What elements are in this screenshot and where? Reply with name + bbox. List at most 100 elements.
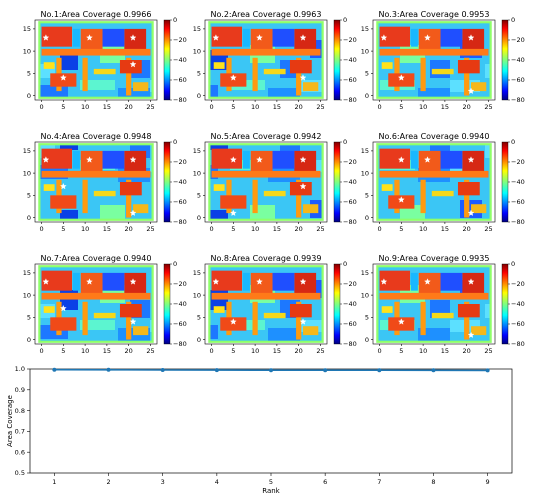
y-tick-label: 0 (365, 214, 369, 222)
coverage-data-point (106, 367, 111, 372)
mid-signal-zone (471, 326, 487, 336)
room-hotspot (124, 272, 147, 296)
source-star-marker (86, 156, 93, 163)
room-hotspot (418, 150, 441, 174)
coverage-data-point (485, 368, 490, 373)
colorbar-tick-label: 0 (343, 138, 347, 146)
x-tick-label: 10 (251, 225, 259, 233)
low-signal-zone (272, 272, 295, 291)
room-hotspot (462, 28, 485, 52)
source-star-marker (230, 156, 237, 163)
y-tick-label: 0 (27, 214, 31, 222)
mid-signal-zone (263, 190, 286, 197)
axes-frame (204, 263, 328, 345)
mid-signal-zone (471, 204, 487, 214)
corridor-hotspot (126, 57, 132, 96)
source-star-marker (42, 278, 50, 285)
x-tick-label: 10 (419, 225, 427, 233)
source-star-marker (424, 278, 431, 285)
source-star-marker (212, 278, 220, 285)
corridor-hotspot (420, 57, 426, 92)
source-star-marker (299, 74, 307, 81)
x-tick-label: 15 (103, 347, 111, 355)
room-hotspot (50, 73, 77, 87)
x-tick-label: 20 (463, 225, 471, 233)
lineplot-x-tick-label: 3 (161, 478, 165, 486)
floor-boundary (38, 21, 154, 99)
colorbar (163, 19, 171, 101)
y-tick-label: 5 (197, 70, 201, 78)
low-signal-zone (410, 272, 418, 291)
heatmap-panel: No.6:Area Coverage 0.9940 0 5 10 15 20 25 0 5 10 1… (361, 132, 525, 233)
room-hotspot (294, 272, 317, 296)
mid-signal-zone (303, 82, 319, 92)
colorbar (163, 141, 171, 223)
source-star-marker (398, 74, 405, 81)
corridor-hotspot (296, 179, 302, 218)
lineplot-x-tick-label: 2 (106, 478, 110, 486)
room-hotspot (50, 317, 77, 331)
colorbar-tick-label: −40 (343, 56, 357, 64)
axes-frame (204, 141, 328, 223)
mid-signal-zone (43, 184, 55, 191)
corridor-hotspot (420, 301, 426, 336)
coverage-data-point (323, 368, 328, 373)
lineplot-x-tick-label: 5 (269, 478, 273, 486)
colorbar (501, 263, 509, 345)
x-tick-label: 15 (441, 347, 449, 355)
mid-signal-zone (43, 306, 55, 313)
x-tick-label: 15 (441, 103, 449, 111)
heatmap-panel: No.1:Area Coverage 0.9966 0 5 10 15 20 25 0 5 10 1… (23, 10, 187, 111)
axes-frame (204, 19, 328, 101)
room-hotspot (250, 272, 273, 296)
room-hotspot (294, 150, 317, 174)
x-tick-label: 15 (441, 225, 449, 233)
colorbar-tick-label: −60 (173, 76, 187, 84)
mid-signal-zone (43, 62, 55, 69)
corridor-hotspot (82, 301, 88, 336)
x-tick-label: 20 (125, 225, 133, 233)
lineplot-x-tick-label: 9 (486, 478, 490, 486)
source-star-marker (467, 278, 475, 285)
colorbar-tick-label: −60 (343, 320, 357, 328)
mid-signal-zone (381, 184, 393, 191)
colorbar-tick-label: 0 (343, 260, 347, 268)
x-tick-label: 0 (209, 103, 213, 111)
colorbar-tick-label: −80 (343, 340, 357, 348)
colorbar-tick-label: −40 (173, 178, 187, 186)
source-star-marker (129, 318, 137, 325)
x-tick-label: 0 (377, 103, 381, 111)
low-signal-zone (72, 150, 80, 169)
mid-signal-zone (263, 68, 286, 75)
colorbar-tick-label: −20 (511, 280, 525, 288)
room-hotspot (379, 270, 411, 291)
low-signal-zone (242, 150, 250, 169)
y-tick-label: 0 (365, 336, 369, 344)
x-tick-label: 0 (377, 347, 381, 355)
floor-boundary (38, 143, 154, 221)
corridor-hotspot (211, 170, 321, 178)
panel-title: No.8:Area Coverage 0.9939 (211, 254, 322, 263)
colorbar (333, 19, 341, 101)
low-signal-zone (440, 272, 463, 291)
low-signal-zone (410, 28, 418, 47)
room-hotspot (41, 26, 73, 47)
colorbar-tick-label: −40 (173, 56, 187, 64)
y-tick-label: 0 (365, 92, 369, 100)
colorbar-tick-label: −20 (173, 158, 187, 166)
lineplot-x-axis-label: Rank (262, 487, 280, 495)
corridor-hotspot (464, 301, 470, 340)
source-star-marker (299, 278, 307, 285)
mid-signal-zone (133, 204, 149, 214)
colorbar-tick-label: −60 (343, 198, 357, 206)
source-star-marker (467, 156, 475, 163)
mid-signal-zone (471, 82, 487, 92)
colorbar-tick-label: −40 (511, 178, 525, 186)
colorbar-tick-label: 0 (173, 16, 177, 24)
source-star-marker (230, 318, 237, 325)
colorbar-tick-label: 0 (173, 138, 177, 146)
x-tick-label: 0 (209, 225, 213, 233)
colorbar-tick-label: 0 (173, 260, 177, 268)
mid-signal-zone (213, 184, 225, 191)
panel-title: No.2:Area Coverage 0.9963 (211, 10, 322, 19)
